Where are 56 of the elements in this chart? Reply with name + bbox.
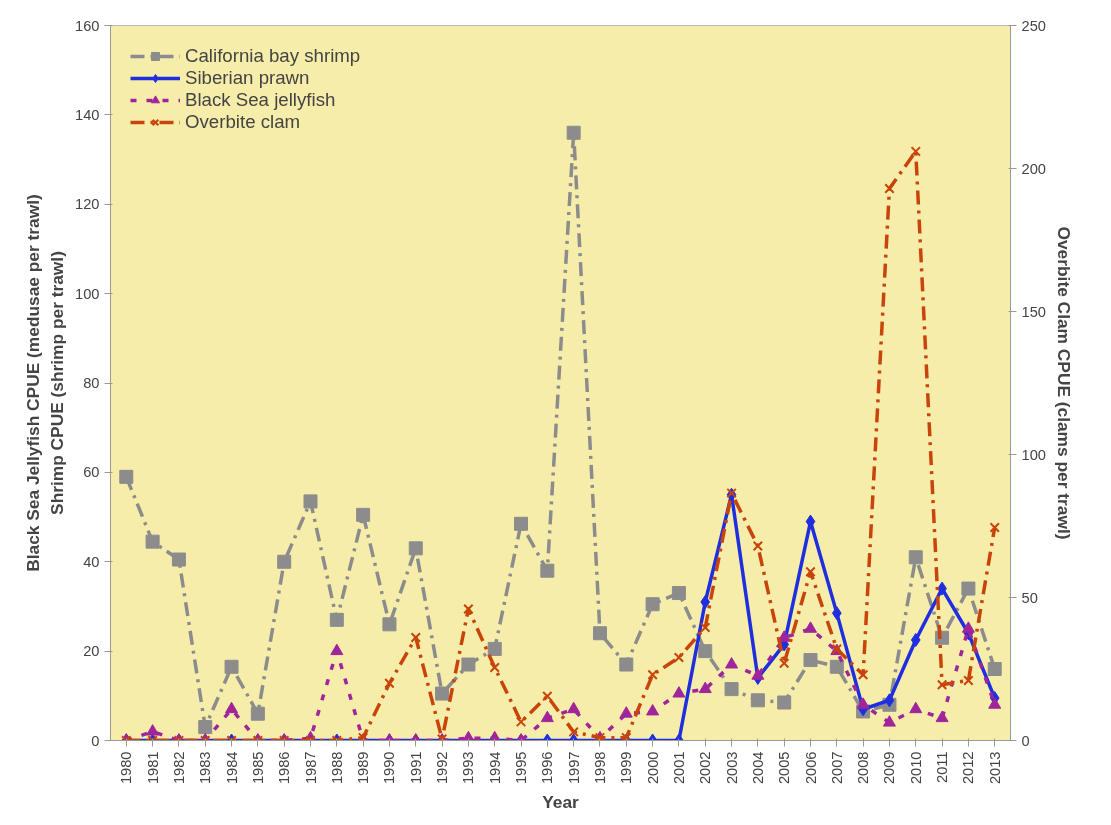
x-tick-label: 2001 [670, 751, 687, 785]
x-tick-label: 2010 [907, 751, 924, 785]
x-tick-label: 1990 [381, 751, 398, 785]
x-tick-label: 1997 [565, 751, 582, 785]
y2-tick-label: 250 [1021, 17, 1046, 34]
x-tick-label: 1986 [276, 751, 293, 785]
y-tick-label: 0 [91, 732, 100, 749]
y2-tick-label: 150 [1021, 303, 1046, 320]
x-tick-label: 1982 [170, 751, 187, 785]
y-tick-label: 120 [75, 196, 100, 213]
x-tick-label: 2004 [749, 751, 766, 785]
x-tick-label: 2009 [881, 751, 898, 785]
y2-tick-label: 50 [1021, 589, 1038, 606]
x-tick-label: 2007 [828, 751, 845, 785]
x-tick-label: 1996 [539, 751, 556, 785]
y-tick-label: 160 [75, 17, 100, 34]
x-tick-label: 2013 [986, 751, 1003, 785]
x-tick-label: 1987 [302, 751, 319, 785]
x-tick-label: 1988 [328, 751, 345, 785]
x-tick-label: 1994 [486, 751, 503, 785]
legend-label: Black Sea jellyfish [185, 89, 336, 111]
y2-tick-label: 0 [1021, 732, 1030, 749]
x-tick-label: 1999 [618, 751, 635, 785]
y-tick-label: 20 [83, 643, 100, 660]
x-tick-label: 1993 [460, 751, 477, 785]
x-tick-label: 2011 [934, 751, 951, 784]
x-tick-label: 1984 [223, 751, 240, 785]
y-axis-title: Black Sea Jellyfish CPUE (medusae per trawl) Shrimp CPUE (shrimp per trawl) [23, 194, 68, 572]
x-tick-label: 2008 [855, 751, 872, 785]
y2-axis-title: Overbite Clam CPUE (clams per trawl) [1053, 226, 1074, 540]
y-tick-label: 60 [83, 464, 100, 481]
y-tick-label: 140 [75, 106, 100, 123]
x-tick-label: 1991 [407, 751, 424, 785]
legend-label: Siberian prawn [185, 67, 310, 89]
x-tick-label: 2012 [960, 751, 977, 785]
y-tick-label: 80 [83, 375, 100, 391]
x-tick-label: 1998 [591, 751, 608, 785]
x-axis-title: Year [542, 792, 580, 813]
y2-tick-label: 100 [1021, 446, 1046, 463]
x-tick-label: 2000 [644, 751, 661, 785]
y2-tick-label: 200 [1021, 160, 1046, 177]
x-tick-label: 1980 [118, 751, 135, 785]
x-tick-label: 2003 [723, 751, 740, 785]
legend-label: California bay shrimp [185, 45, 361, 67]
x-tick-label: 1983 [197, 751, 214, 785]
x-tick-label: 1985 [249, 751, 266, 785]
x-tick-label: 1995 [513, 751, 530, 785]
x-tick-label: 2002 [697, 751, 714, 785]
y-tick-label: 40 [83, 553, 100, 570]
x-tick-label: 1981 [144, 751, 161, 785]
x-tick-label: 2005 [776, 751, 793, 785]
legend-label: Overbite clam [185, 111, 301, 133]
x-tick-label: 2006 [802, 751, 819, 785]
y-tick-label: 100 [75, 285, 100, 302]
x-tick-label: 1992 [434, 751, 451, 785]
x-tick-label: 1989 [355, 751, 372, 785]
